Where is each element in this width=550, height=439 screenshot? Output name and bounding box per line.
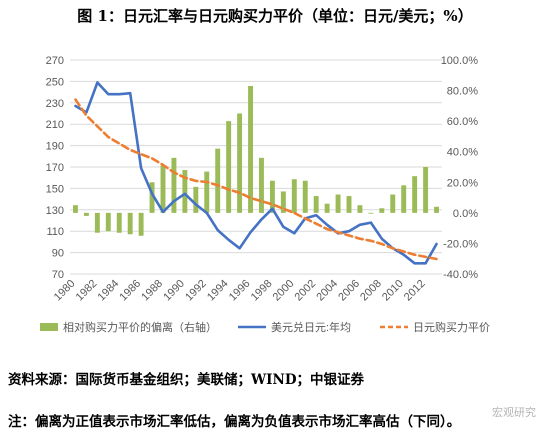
deviation-bar <box>83 212 89 216</box>
right-tick-label: 40.0% <box>447 147 478 159</box>
left-tick-label: 270 <box>46 55 64 67</box>
x-tick-label: 2010 <box>380 278 406 304</box>
legend-label: 相对购买力平价的偏离（右轴） <box>63 320 217 334</box>
deviation-bar <box>149 182 155 213</box>
deviation-bar <box>193 186 199 213</box>
right-axis-ticks: -40.0% -20.0% 0.0% 20.0% 40.0% 60.0% 80.0% 100.… <box>441 55 479 281</box>
deviation-bar <box>73 205 78 213</box>
right-tick-label: 100.0% <box>441 55 479 67</box>
deviation-bar <box>401 185 407 213</box>
deviation-bar <box>335 194 341 213</box>
left-tick-label: 250 <box>46 76 64 88</box>
x-tick-label: 2008 <box>358 278 384 304</box>
deviation-bar <box>259 157 264 213</box>
chart-lines <box>74 81 438 265</box>
left-tick-label: 210 <box>46 119 64 131</box>
right-tick-label: 80.0% <box>447 86 478 98</box>
x-tick-label: 1980 <box>52 278 78 304</box>
left-tick-label: 110 <box>46 226 64 238</box>
usdjpy-line <box>74 81 438 265</box>
deviation-bar <box>160 165 166 213</box>
left-axis-ticks: 70 90 110 130 150 170 190 210 230 250 270 <box>46 55 64 281</box>
x-tick-label: 1994 <box>205 278 231 304</box>
x-tick-label: 1998 <box>249 278 275 304</box>
right-tick-label: -20.0% <box>443 238 478 250</box>
right-tick-label: -40.0% <box>443 269 478 281</box>
source-text: 资料来源：国际货币基金组织；美联储；WIND；中银证券 <box>8 372 365 388</box>
deviation-bar <box>313 196 319 213</box>
deviation-bar <box>127 212 133 235</box>
x-tick-label: 2006 <box>336 278 362 304</box>
x-axis-ticks: 1980198219841986198819901992199419961998… <box>52 278 428 304</box>
deviation-bar <box>291 179 297 213</box>
deviation-bar <box>379 208 385 213</box>
note-text: 注：偏离为正值表示市场汇率低估，偏离为负值表示市场汇率高估（下同）。 <box>8 414 461 430</box>
legend-swatch-deviation <box>40 323 58 331</box>
x-tick-label: 2012 <box>402 278 428 304</box>
x-tick-label: 2004 <box>314 278 340 304</box>
x-tick-label: 2000 <box>271 278 297 304</box>
x-tick-label: 1992 <box>183 278 209 304</box>
x-tick-label: 1986 <box>117 278 143 304</box>
deviation-bar <box>237 113 243 213</box>
deviation-bar <box>269 180 275 213</box>
deviation-bar <box>248 85 253 213</box>
deviation-bar <box>357 205 363 213</box>
watermark: 宏观研究 <box>492 406 536 419</box>
x-tick-label: 1988 <box>139 278 165 304</box>
deviation-bar <box>138 212 144 236</box>
deviation-bar <box>94 212 100 233</box>
left-tick-label: 130 <box>46 205 64 217</box>
deviation-bar <box>368 212 374 214</box>
deviation-bar <box>412 176 418 213</box>
deviation-bar <box>346 196 352 213</box>
chart: 70 90 110 130 150 170 190 210 230 250 270 -40.0% -2… <box>40 55 490 334</box>
deviation-bar <box>434 206 439 213</box>
deviation-bar <box>390 194 396 213</box>
deviation-bar <box>423 167 429 213</box>
deviation-bar <box>215 148 221 213</box>
x-tick-label: 1996 <box>227 278 253 304</box>
legend-label: 美元兑日元:年均 <box>271 320 351 334</box>
x-tick-label: 1984 <box>96 278 122 304</box>
legend-label: 日元购买力平价 <box>413 320 490 334</box>
right-tick-label: 0.0% <box>453 208 478 220</box>
deviation-bar <box>105 212 111 232</box>
deviation-bar <box>324 203 330 213</box>
left-tick-label: 70 <box>52 269 64 281</box>
deviation-bar <box>171 157 177 213</box>
left-tick-label: 150 <box>46 183 64 195</box>
right-tick-label: 60.0% <box>447 116 478 128</box>
right-tick-label: 20.0% <box>447 177 478 189</box>
left-tick-label: 170 <box>46 162 64 174</box>
left-tick-label: 90 <box>52 248 64 260</box>
deviation-bar <box>302 180 308 213</box>
left-tick-label: 190 <box>46 141 64 153</box>
left-tick-label: 230 <box>46 98 64 110</box>
chart-title: 图 1：日元汇率与日元购买力平价（单位：日元/美元；%） <box>77 7 473 25</box>
deviation-bar <box>204 171 210 213</box>
x-tick-label: 1982 <box>74 278 100 304</box>
deviation-bar <box>280 191 286 213</box>
deviation-bar <box>226 121 232 213</box>
deviation-bars <box>73 85 439 236</box>
deviation-bar <box>116 212 122 233</box>
x-tick-label: 1990 <box>161 278 187 304</box>
chart-legend: 相对购买力平价的偏离（右轴） 美元兑日元:年均 日元购买力平价 <box>40 320 490 334</box>
ppp-line <box>74 98 438 261</box>
x-tick-label: 2002 <box>292 278 318 304</box>
deviation-bar <box>182 170 188 213</box>
